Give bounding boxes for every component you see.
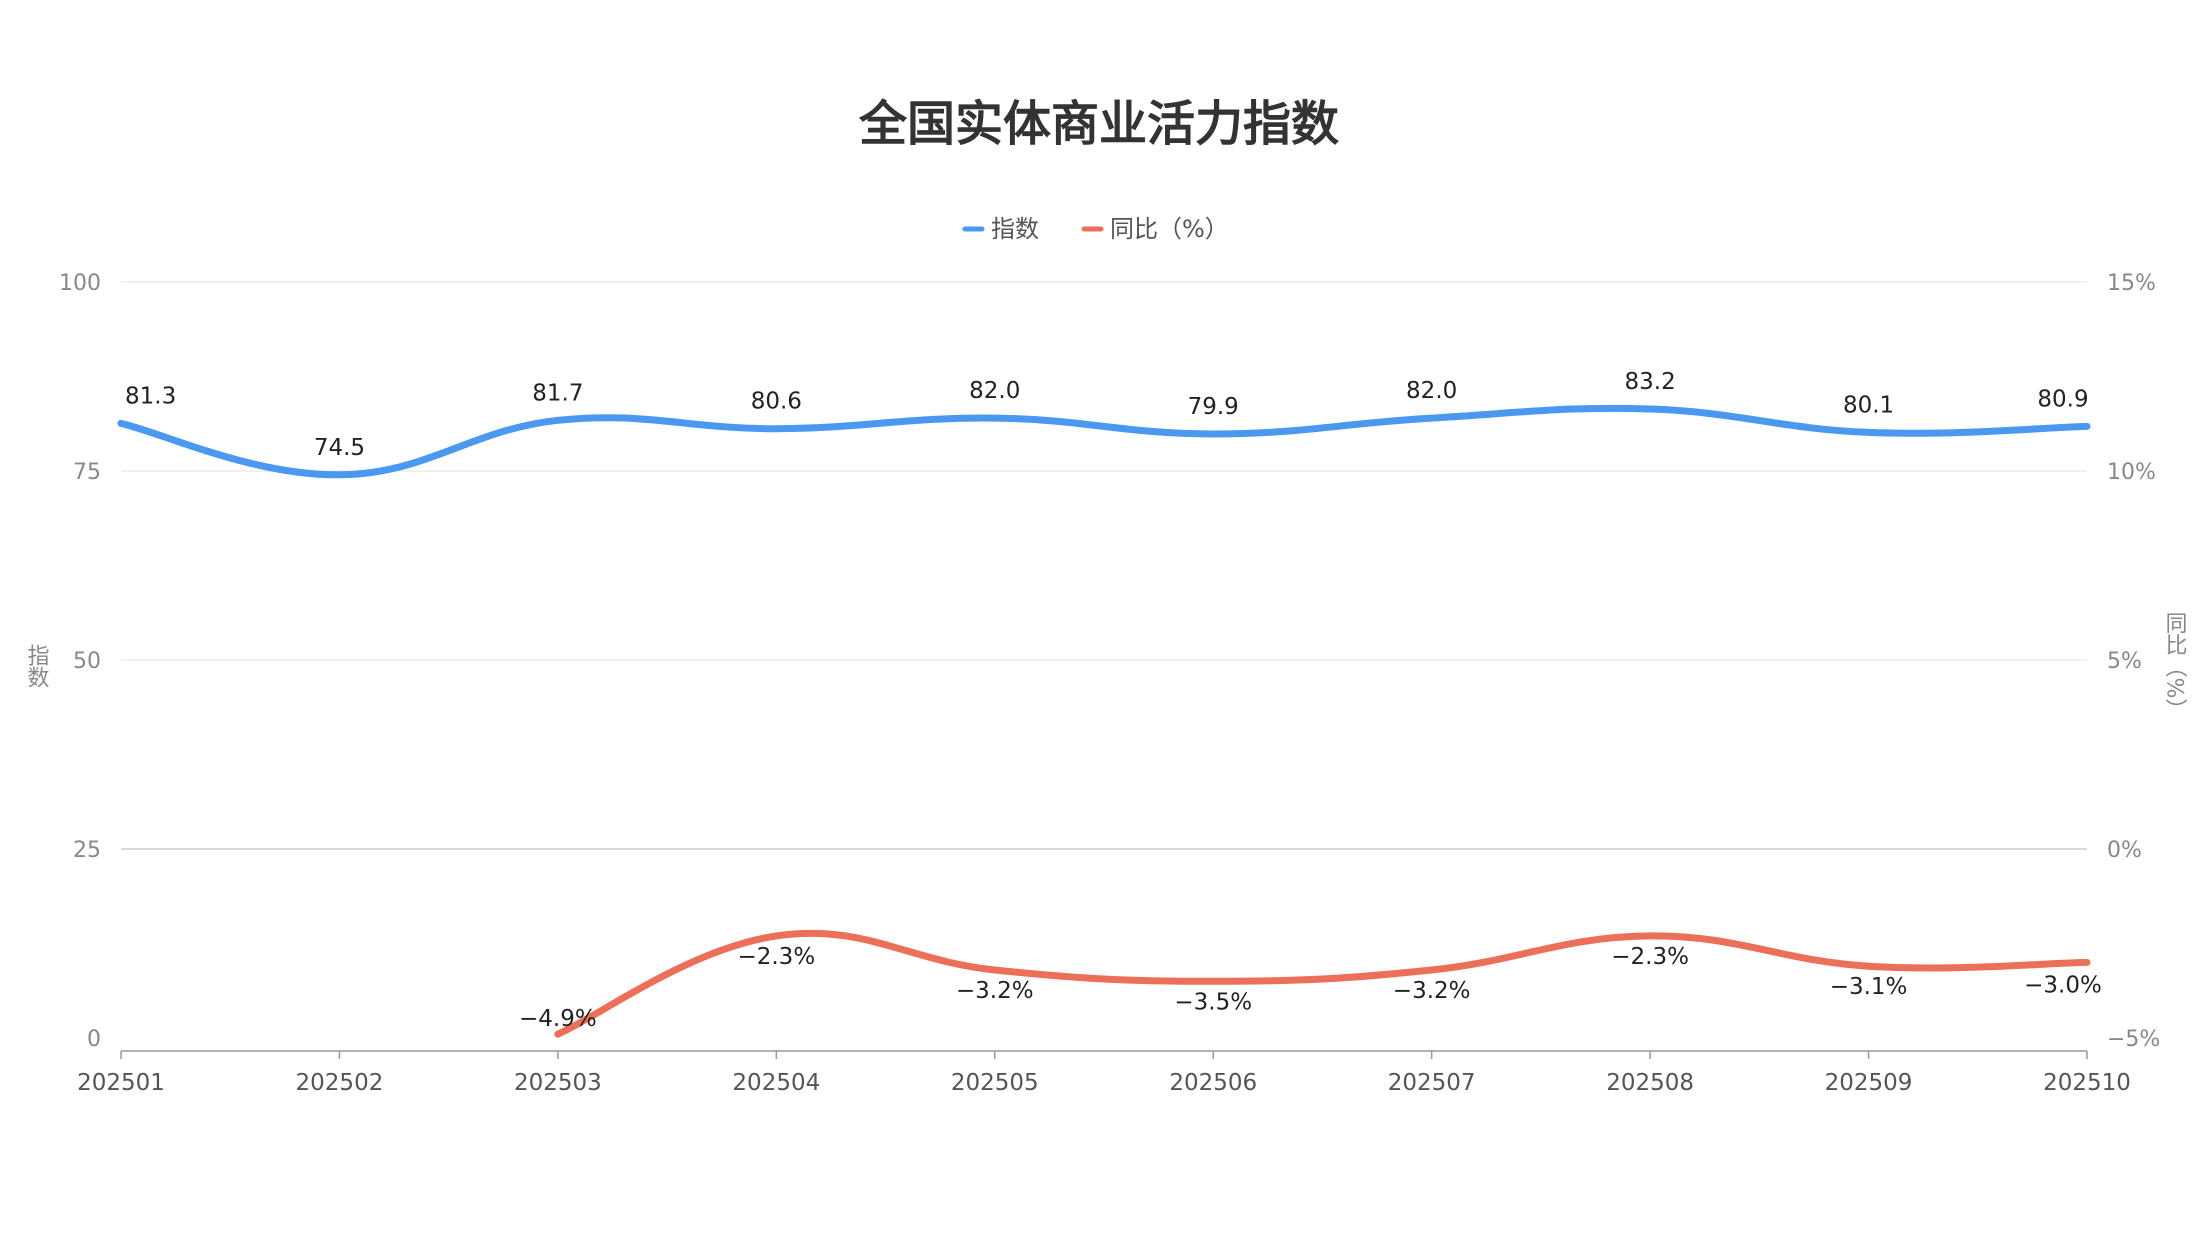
right-tick-label: −5% (2107, 1027, 2160, 1052)
axes: 0 25 50 75 100 −5% 0% 5% 10% 15% 202501 202502 20250… (59, 271, 2160, 1096)
left-tick-label: 50 (73, 649, 101, 674)
gridlines (121, 281, 2087, 850)
right-axis-title: 同比（%） (2162, 612, 2188, 721)
point-index[interactable] (1865, 429, 1872, 436)
x-tick-label: 202509 (1825, 1070, 1913, 1096)
x-tick-label: 202506 (1169, 1070, 1257, 1096)
point-index[interactable] (1428, 415, 1435, 422)
left-tick-label: 25 (73, 838, 101, 863)
point-yoy[interactable] (773, 932, 780, 939)
legend-item-index[interactable]: 指数 (962, 215, 1039, 243)
series (117, 404, 2091, 1038)
point-yoy[interactable] (2084, 959, 2090, 966)
point-index[interactable] (773, 425, 780, 432)
series-line-yoy (554, 929, 2091, 1038)
data-label-index: 81.7 (532, 380, 583, 406)
data-label-index: 81.3 (125, 383, 176, 409)
left-tick-label: 75 (73, 460, 101, 485)
point-yoy[interactable] (991, 966, 998, 973)
left-tick-label: 100 (59, 271, 101, 296)
data-label-index: 82.0 (969, 378, 1020, 404)
data-label-index: 82.0 (1406, 378, 1457, 404)
data-labels: 81.3 74.5 81.7 80.6 82.0 79.9 82.0 83.2 80.1 80.9… (125, 369, 2102, 1032)
x-tick-label: 202505 (951, 1070, 1039, 1096)
right-tick-label: 0% (2107, 838, 2142, 863)
data-label-index: 74.5 (314, 435, 365, 461)
point-yoy[interactable] (1865, 963, 1872, 970)
data-label-yoy: −3.5% (1174, 989, 1252, 1015)
data-label-index: 80.1 (1843, 392, 1894, 418)
x-tick-label: 202510 (2043, 1070, 2131, 1096)
x-tick-label: 202507 (1388, 1070, 1476, 1096)
point-index[interactable] (1647, 406, 1654, 413)
legend-label-index: 指数 (991, 215, 1039, 243)
point-yoy[interactable] (1428, 966, 1435, 973)
data-label-yoy: −3.1% (1830, 974, 1908, 1000)
data-label-index: 80.6 (751, 389, 802, 415)
point-index[interactable] (2084, 423, 2090, 430)
data-label-yoy: −3.0% (2024, 972, 2102, 998)
point-yoy[interactable] (1647, 932, 1654, 939)
point-yoy[interactable] (554, 1031, 561, 1038)
legend[interactable]: 指数 同比（%） (962, 215, 1229, 243)
point-index[interactable] (118, 420, 124, 427)
legend-item-yoy[interactable]: 同比（%） (1081, 215, 1229, 243)
point-index[interactable] (991, 415, 998, 422)
series-line-index (117, 404, 2091, 479)
right-tick-label: 10% (2107, 460, 2156, 485)
x-tick-label: 202503 (514, 1070, 602, 1096)
x-tick-label: 202508 (1606, 1070, 1694, 1096)
data-label-index: 83.2 (1625, 369, 1676, 395)
data-label-yoy: −4.9% (519, 1006, 597, 1032)
left-tick-label: 0 (87, 1027, 101, 1052)
data-label-index: 79.9 (1188, 394, 1239, 420)
point-yoy[interactable] (1210, 978, 1217, 985)
x-tick-label: 202504 (732, 1070, 820, 1096)
chart-title: 全国实体商业活力指数 (858, 96, 1339, 152)
legend-label-yoy: 同比（%） (1110, 215, 1229, 243)
right-tick-label: 15% (2107, 271, 2156, 296)
point-index[interactable] (554, 417, 561, 424)
data-label-yoy: −3.2% (1393, 978, 1471, 1004)
x-tick-label: 202502 (296, 1070, 384, 1096)
data-label-yoy: −2.3% (737, 944, 815, 970)
data-label-yoy: −2.3% (1611, 944, 1689, 970)
data-label-yoy: −3.2% (956, 978, 1034, 1004)
right-tick-label: 5% (2107, 649, 2142, 674)
data-label-index: 80.9 (2037, 386, 2088, 412)
x-tick-label: 202501 (77, 1070, 165, 1096)
point-index[interactable] (336, 471, 343, 478)
point-index[interactable] (1210, 430, 1217, 437)
left-axis-title: 指数 (24, 644, 50, 688)
